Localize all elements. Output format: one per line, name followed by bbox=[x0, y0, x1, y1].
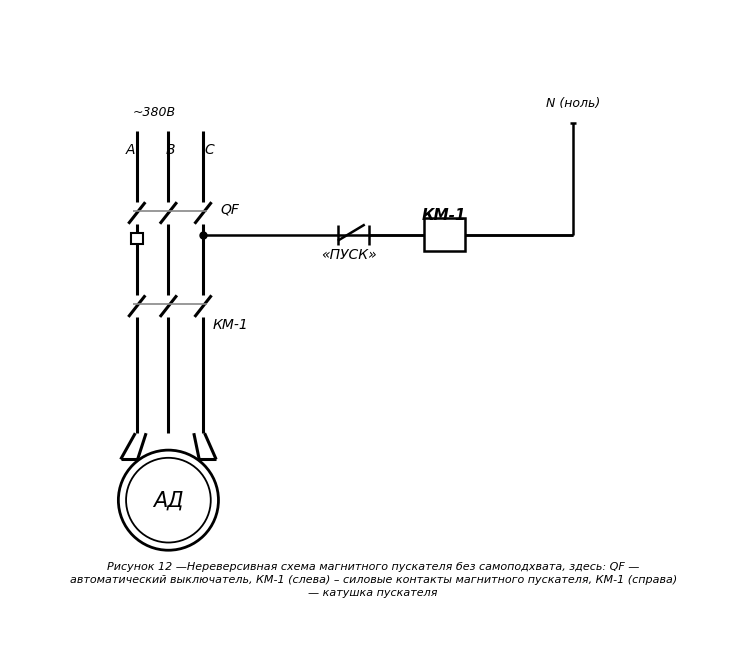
Text: QF: QF bbox=[220, 203, 239, 217]
Text: ~380В: ~380В bbox=[133, 106, 176, 119]
Text: КМ-1: КМ-1 bbox=[212, 318, 248, 332]
Text: КМ-1: КМ-1 bbox=[422, 208, 467, 223]
Text: N (ноль): N (ноль) bbox=[545, 97, 600, 110]
Circle shape bbox=[126, 458, 211, 543]
Bar bbox=[424, 218, 465, 251]
Bar bbox=[131, 233, 143, 244]
Text: B: B bbox=[165, 143, 175, 157]
Text: C: C bbox=[204, 143, 214, 157]
Circle shape bbox=[118, 450, 219, 550]
Text: АД: АД bbox=[153, 491, 184, 510]
Text: Рисунок 12 —Нереверсивная схема магнитного пускателя без самоподхвата, здесь: QF: Рисунок 12 —Нереверсивная схема магнитно… bbox=[69, 562, 677, 598]
Text: «ПУСК»: «ПУСК» bbox=[321, 248, 376, 262]
Text: A: A bbox=[126, 143, 136, 157]
